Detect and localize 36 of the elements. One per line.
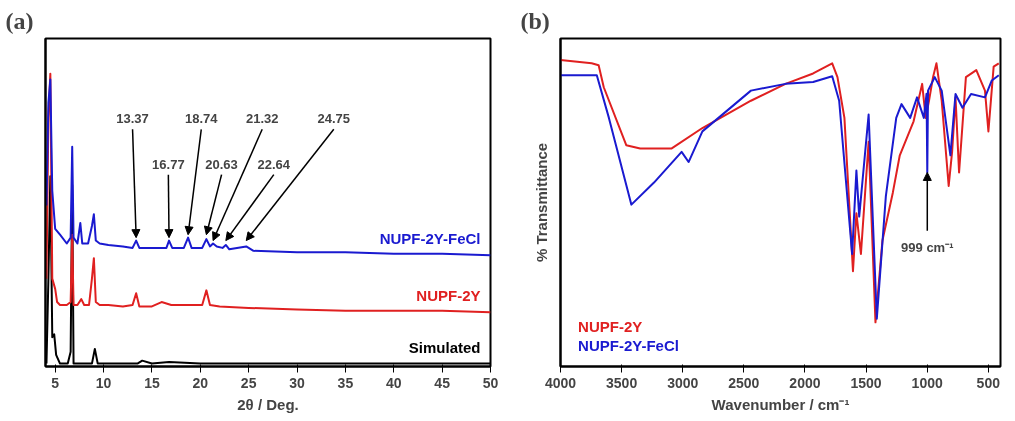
x-tick-label: 20 — [192, 374, 209, 391]
annotation: 22.64 — [257, 156, 291, 172]
x-tick-label: 30 — [289, 374, 306, 391]
x-axis-title: Wavenumber / cm⁻¹ — [711, 395, 850, 413]
x-tick-label: 15 — [144, 374, 160, 391]
annotation: 13.37 — [116, 111, 149, 127]
annotation: 18.74 — [184, 111, 219, 127]
x-tick-label: 2500 — [728, 374, 760, 391]
x-tick-label: 10 — [95, 374, 112, 391]
text: NUPF-2Y — [578, 318, 643, 336]
x-axis-title: 2θ / Deg. — [237, 395, 299, 413]
series-label: NUPF-2Y — [416, 287, 481, 305]
annotation: 16.77 — [152, 156, 185, 172]
annotation: 20.63 — [205, 156, 238, 172]
annotation: 999 cm⁻¹ — [901, 239, 954, 255]
annotation: 24.75 — [317, 111, 351, 127]
series-label: Simulated — [408, 338, 481, 356]
chart-title: (a) — [5, 7, 34, 34]
x-tick-label: 25 — [240, 374, 257, 391]
text: NUPF-2Y-FeCl — [578, 336, 679, 354]
series-label: NUPF-2Y-FeCl — [379, 230, 481, 248]
x-tick-label: 50 — [482, 374, 499, 391]
annotation: 21.32 — [245, 111, 279, 127]
chart-title: (b) — [520, 7, 550, 34]
x-tick-label: 5 — [51, 374, 60, 391]
x-tick-label: 3500 — [606, 374, 638, 391]
x-tick-label: 1000 — [911, 374, 943, 391]
x-tick-label: 40 — [385, 374, 402, 391]
x-tick-label: 45 — [434, 374, 451, 391]
x-tick-label: 35 — [337, 374, 354, 391]
x-tick-label: 1500 — [850, 374, 882, 391]
x-tick-label: 500 — [976, 374, 1001, 391]
x-tick-label: 2000 — [789, 374, 821, 391]
x-tick-label: 3000 — [667, 374, 699, 391]
x-tick-label: 4000 — [544, 374, 577, 391]
y-axis-title: % Transmittance — [532, 142, 550, 263]
